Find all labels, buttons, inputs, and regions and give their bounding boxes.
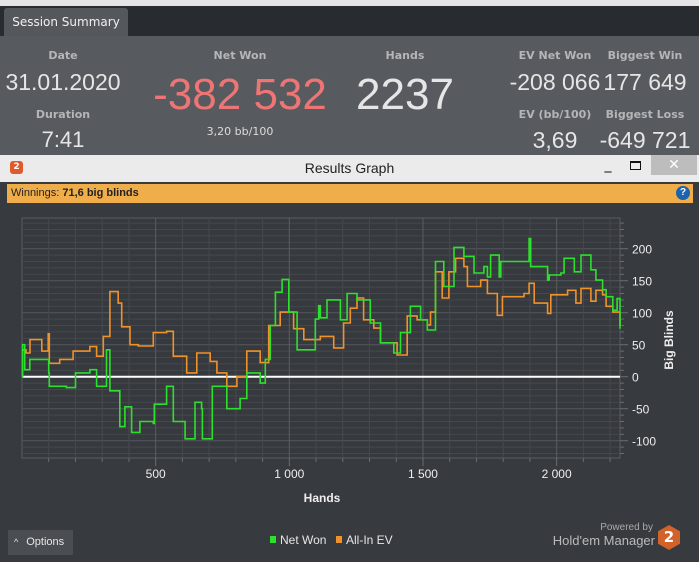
x-tick-label: 1 500	[408, 467, 438, 481]
biggest-loss-label: Biggest Loss	[605, 108, 685, 121]
net-won-label: Net Won	[213, 49, 267, 62]
legend-all-in-ev[interactable]: All-In EV	[336, 533, 393, 547]
y-axis-label: Big Blinds	[662, 310, 676, 370]
biggest-win-label: Biggest Win	[607, 49, 683, 62]
options-label: Options	[26, 536, 65, 548]
tab-session-summary[interactable]: Session Summary	[4, 8, 128, 36]
ev-net-won-value: -208 066	[509, 69, 601, 95]
options-button[interactable]: ^ Options	[8, 530, 73, 555]
net-won-bb100: 3,20 bb/100	[206, 125, 274, 138]
series-line-net-won	[21, 237, 621, 440]
ev-net-won-label: EV Net Won	[518, 49, 592, 62]
ev-bb100-value: 3,69	[532, 127, 578, 153]
net-won-swatch	[270, 536, 276, 543]
y-tick-label: 50	[632, 339, 646, 353]
y-tick-label: 150	[632, 275, 652, 289]
powered-by-text: Powered by	[600, 522, 653, 533]
all-in-ev-swatch	[336, 536, 342, 543]
y-tick-label: 0	[632, 371, 639, 385]
date-label: Date	[48, 49, 78, 62]
chart-series	[21, 237, 621, 440]
biggest-win-value: 177 649	[603, 69, 687, 95]
winnings-value: 71,6 big blinds	[62, 187, 139, 199]
series-line-all-in-ev	[21, 257, 621, 388]
maximize-icon	[630, 161, 641, 170]
minimize-button[interactable]: _	[604, 157, 612, 173]
window-title: Results Graph	[304, 160, 395, 176]
product-name: Hold'em Manager	[552, 533, 655, 548]
maximize-button[interactable]	[625, 157, 645, 175]
hands-value: 2237	[356, 70, 454, 119]
chevron-up-icon: ^	[14, 537, 19, 547]
x-axis-label: Hands	[304, 491, 341, 505]
ev-bb100-label: EV (bb/100)	[518, 108, 592, 121]
duration-value: 7:41	[41, 127, 85, 152]
winnings-bar: Winnings: 71,6 big blinds ?	[7, 184, 693, 203]
window-title-bar[interactable]: Results Graph 2 _ ✕	[0, 155, 699, 182]
x-tick-label: 500	[146, 467, 166, 481]
app-logo-icon: 2	[10, 161, 23, 174]
y-tick-label: 100	[632, 307, 652, 321]
hands-label: Hands	[385, 49, 425, 62]
net-won-value: -382 532	[153, 70, 327, 119]
winnings-label: Winnings:	[11, 187, 60, 199]
hem-logo-icon: 2	[658, 525, 680, 550]
biggest-loss-value: -649 721	[599, 127, 691, 153]
x-tick-label: 1 000	[274, 467, 304, 481]
y-tick-label: 200	[632, 243, 652, 257]
x-tick-label: 2 000	[542, 467, 572, 481]
legend-net-won[interactable]: Net Won	[270, 533, 326, 547]
session-summary-panel: Date 31.01.2020 Duration 7:41 Net Won -3…	[0, 36, 699, 155]
date-value: 31.01.2020	[5, 69, 121, 95]
y-tick-label: -50	[632, 403, 650, 417]
close-button[interactable]: ✕	[651, 155, 697, 175]
y-tick-label: -100	[632, 435, 656, 449]
legend-label: All-In EV	[346, 533, 393, 547]
duration-label: Duration	[35, 108, 91, 121]
legend-label: Net Won	[280, 533, 327, 547]
help-icon[interactable]: ?	[676, 186, 690, 200]
top-strip	[0, 0, 699, 6]
chart-grid	[21, 217, 628, 466]
